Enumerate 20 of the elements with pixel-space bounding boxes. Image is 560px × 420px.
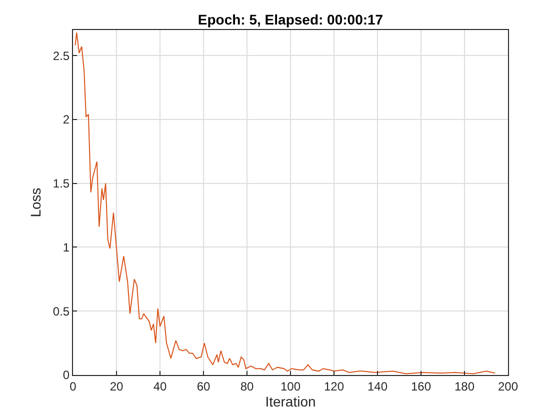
- x-tick-label: 140: [367, 379, 388, 394]
- x-tick-label: 180: [454, 379, 475, 394]
- x-tick-label: 100: [280, 379, 301, 394]
- y-tick-label: 2: [62, 112, 70, 127]
- line-series: [74, 32, 496, 374]
- y-tick-label: 1.5: [52, 176, 70, 191]
- y-tick-label: 1: [62, 240, 70, 254]
- x-tick-label: 20: [110, 379, 124, 394]
- y-tick-label: 0.5: [52, 304, 70, 318]
- x-tick-label: 60: [196, 379, 210, 394]
- x-tick-label: 160: [410, 379, 432, 394]
- x-axis-title: Iteration: [265, 393, 316, 410]
- x-tick-label: 200: [498, 379, 518, 394]
- y-tick-label: 2.5: [52, 48, 70, 63]
- x-tick-label: 120: [324, 379, 344, 394]
- chart-title: Epoch: 5, Elapsed: 00:00:17: [198, 12, 384, 28]
- x-tick-label: 80: [240, 379, 254, 394]
- y-tick-label: 0: [62, 368, 70, 382]
- x-tick-label: 40: [153, 379, 167, 394]
- y-axis-title: Loss: [28, 188, 44, 218]
